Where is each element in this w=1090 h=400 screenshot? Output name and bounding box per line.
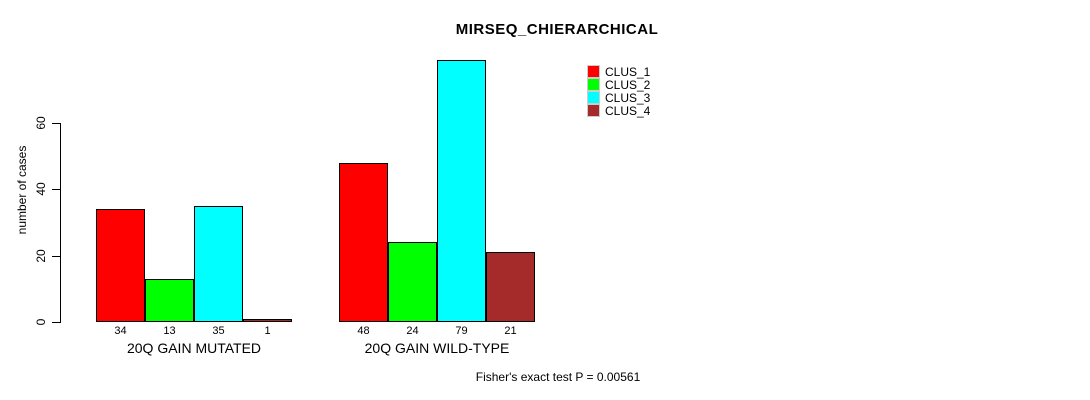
legend-item-clus_1: CLUS_1 bbox=[587, 64, 651, 79]
legend-item-clus_4: CLUS_4 bbox=[587, 103, 651, 118]
group-label: 20Q GAIN MUTATED bbox=[126, 340, 262, 356]
bar-value-label: 24 bbox=[406, 325, 419, 337]
legend-swatch-icon bbox=[587, 104, 600, 117]
legend-item-clus_2: CLUS_2 bbox=[587, 77, 651, 92]
y-axis-tick bbox=[52, 322, 60, 323]
bar-value-label: 79 bbox=[455, 325, 468, 337]
bar-value-label: 34 bbox=[114, 325, 127, 337]
bar-value-label: 35 bbox=[212, 325, 225, 337]
legend-label: CLUS_1 bbox=[605, 64, 651, 79]
bar-clus_4-1 bbox=[243, 318, 292, 322]
y-axis-tick bbox=[52, 189, 60, 191]
y-axis-label: number of cases bbox=[15, 145, 29, 235]
chart-title: MIRSEQ_CHIERARCHICAL bbox=[455, 21, 659, 38]
bar-clus_3-2 bbox=[437, 59, 486, 322]
fisher-test-note: Fisher's exact test P = 0.00561 bbox=[475, 370, 641, 384]
y-axis-tick-label: 40 bbox=[34, 182, 48, 197]
legend-swatch-icon bbox=[587, 78, 600, 91]
y-axis-tick bbox=[52, 255, 60, 257]
legend-label: CLUS_4 bbox=[605, 103, 651, 118]
bar-clus_2-1 bbox=[145, 278, 194, 322]
group-label: 20Q GAIN WILD-TYPE bbox=[364, 340, 510, 356]
bar-value-label: 48 bbox=[357, 325, 370, 337]
bar-clus_1-2 bbox=[339, 162, 388, 322]
bar-clus_3-1 bbox=[194, 205, 243, 322]
legend-swatch-icon bbox=[587, 65, 600, 78]
bar-clus_1-1 bbox=[96, 209, 145, 322]
y-axis-tick bbox=[52, 123, 60, 124]
y-axis-tick-label: 0 bbox=[34, 318, 48, 326]
legend-label: CLUS_3 bbox=[605, 90, 651, 105]
y-axis-line bbox=[60, 123, 61, 323]
bar-value-label: 13 bbox=[163, 325, 176, 337]
legend-swatch-icon bbox=[587, 91, 600, 104]
legend-label: CLUS_2 bbox=[605, 77, 651, 92]
legend: CLUS_1 CLUS_2 CLUS_3 CLUS_4 bbox=[587, 64, 651, 118]
bar-clus_4-2 bbox=[486, 252, 535, 322]
bar-value-label: 1 bbox=[264, 325, 271, 337]
y-axis-tick-label: 60 bbox=[34, 116, 48, 130]
y-axis-tick-label: 20 bbox=[34, 248, 48, 263]
bar-value-label: 21 bbox=[504, 325, 517, 337]
legend-item-clus_3: CLUS_3 bbox=[587, 90, 651, 105]
bar-clus_2-2 bbox=[388, 242, 437, 322]
